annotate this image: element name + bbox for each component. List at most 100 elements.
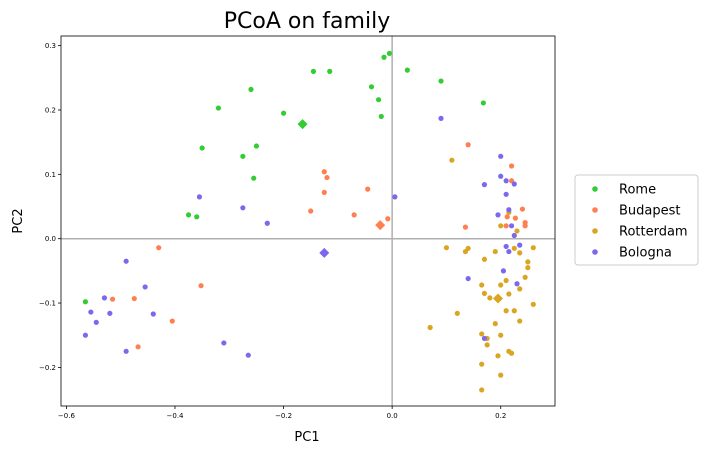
data-point: [375, 97, 382, 103]
data-point: [519, 206, 526, 212]
data-point: [264, 220, 270, 226]
legend-marker-rotterdam: [592, 228, 598, 234]
data-point: [381, 54, 387, 60]
data-point: [522, 223, 528, 229]
data-point: [503, 178, 509, 184]
data-point: [123, 258, 129, 264]
data-point: [517, 318, 523, 324]
x-tick-label: 0.0: [387, 412, 398, 420]
data-point: [514, 281, 520, 287]
series-bologna: [82, 115, 523, 358]
data-point: [251, 175, 257, 181]
data-point: [156, 245, 162, 251]
y-tick-label: −0.2: [39, 364, 56, 372]
data-point: [481, 182, 488, 188]
data-point: [498, 372, 504, 378]
data-point: [500, 268, 507, 274]
data-point: [498, 153, 504, 159]
data-point: [506, 291, 512, 297]
data-point: [427, 324, 433, 331]
data-point: [351, 212, 357, 218]
data-point: [495, 212, 501, 218]
data-point: [525, 265, 531, 271]
data-point: [368, 84, 375, 90]
data-point: [142, 284, 148, 290]
data-point: [465, 142, 471, 148]
legend-marker-rome: [592, 186, 598, 192]
data-point: [511, 245, 517, 251]
data-point: [215, 105, 222, 111]
data-point: [82, 299, 89, 305]
data-point: [508, 350, 515, 356]
data-point: [135, 344, 141, 350]
plot-frame: [60, 35, 556, 407]
centroid-marker-budapest: [375, 220, 386, 231]
data-point: [404, 67, 410, 73]
data-point: [480, 100, 486, 106]
data-point: [221, 340, 227, 346]
data-point: [503, 308, 509, 314]
data-point: [245, 352, 251, 358]
y-tick-label: 0.2: [45, 107, 56, 115]
data-point: [321, 189, 327, 195]
series-rome: [82, 50, 486, 305]
data-point: [462, 248, 469, 255]
x-axis-label: PC1: [294, 430, 319, 445]
data-point: [194, 214, 200, 220]
data-point: [438, 115, 444, 121]
data-point: [253, 143, 260, 149]
data-point: [199, 145, 205, 151]
data-point: [481, 256, 488, 262]
legend-label-bologna: Bologna: [619, 246, 672, 261]
y-tick-label: 0.3: [45, 42, 56, 50]
data-point: [498, 332, 504, 338]
data-point: [438, 78, 444, 84]
data-point: [109, 296, 116, 302]
legend-label-rotterdam: Rotterdam: [619, 225, 688, 240]
data-point: [169, 318, 175, 324]
data-point: [454, 310, 460, 316]
data-point: [481, 290, 488, 296]
data-point: [101, 295, 108, 301]
data-point: [517, 286, 523, 292]
data-point: [487, 295, 493, 301]
data-point: [449, 157, 455, 163]
data-point: [378, 113, 384, 120]
legend-marker-bologna: [592, 249, 598, 255]
x-tick-label: −0.2: [275, 412, 292, 420]
data-point: [481, 335, 488, 342]
centroid-marker-bologna: [319, 247, 330, 258]
data-point: [443, 245, 450, 251]
data-point: [310, 68, 317, 74]
centroid-marker-rome: [297, 119, 308, 130]
data-point: [530, 301, 536, 307]
data-point: [131, 295, 137, 302]
data-point: [150, 311, 156, 317]
data-point: [196, 194, 203, 200]
data-point: [506, 207, 512, 213]
data-point: [82, 332, 89, 338]
data-point: [508, 163, 515, 169]
axis-ticks: −0.6 −0.4 −0.2 0.0 0.2 −0.2 −0.1 0.0 0.1 0.2 0.3: [39, 42, 506, 420]
data-point: [185, 212, 192, 218]
data-point: [88, 309, 94, 315]
legend: Rome Budapest Rotterdam Bologna: [574, 174, 699, 266]
data-point: [123, 348, 129, 354]
data-point: [530, 245, 536, 251]
centroid-marker-rotterdam: [493, 293, 503, 304]
data-point: [240, 153, 246, 159]
data-point: [511, 181, 517, 187]
data-point: [321, 169, 327, 175]
data-point: [93, 319, 99, 325]
data-point: [240, 205, 246, 211]
x-tick-label: −0.6: [58, 412, 76, 420]
data-point: [492, 321, 498, 327]
series-rotterdam: [427, 157, 536, 393]
data-point: [484, 342, 490, 348]
y-tick-label: −0.1: [39, 300, 56, 308]
legend-label-rome: Rome: [619, 183, 656, 198]
data-point: [503, 243, 509, 250]
data-point: [107, 310, 113, 316]
legend-marker-budapest: [592, 207, 598, 213]
